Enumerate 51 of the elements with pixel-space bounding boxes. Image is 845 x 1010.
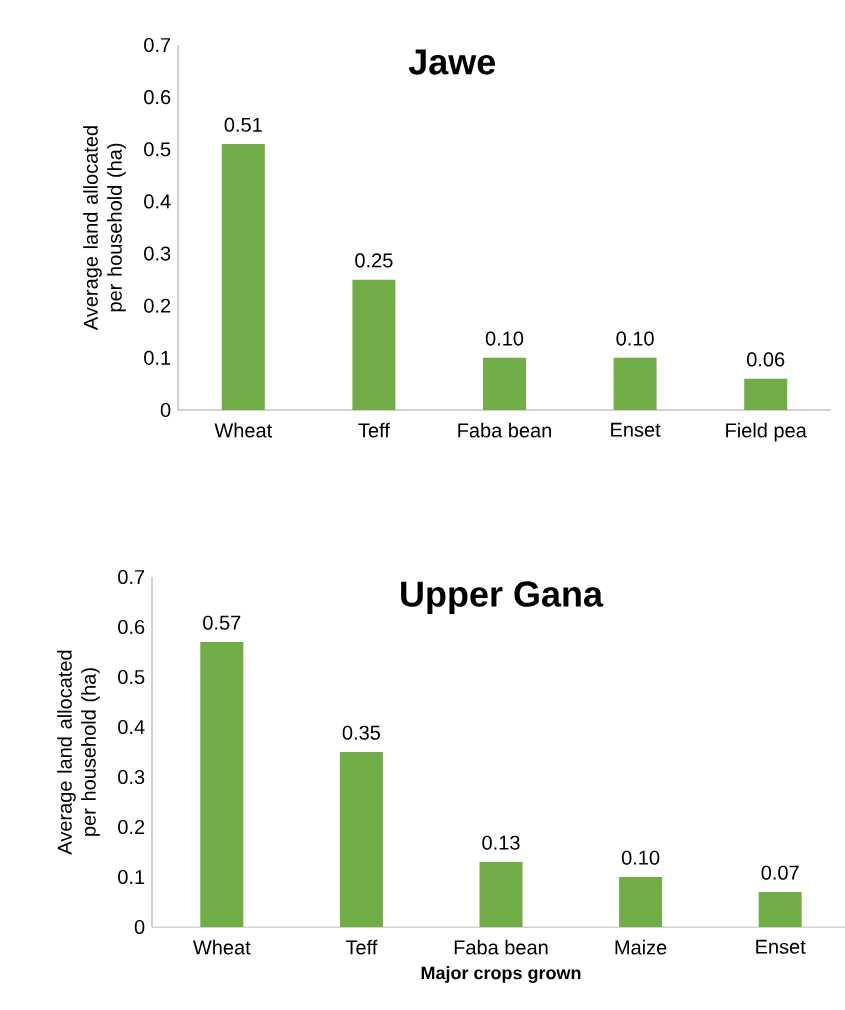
y-tick-label: 0.7 (144, 37, 171, 53)
y-tick-label: 0.2 (118, 819, 145, 835)
y-tick-label: 0.2 (144, 298, 171, 313)
y-tick-label: 0.7 (118, 569, 145, 585)
y-tick-label: 0.4 (118, 719, 145, 735)
data-label: 0.57 (203, 615, 241, 630)
y-tick-label: 0.6 (144, 90, 171, 105)
y-tick-label: 0 (134, 919, 145, 935)
bar (619, 877, 663, 927)
bar (221, 144, 265, 410)
y-axis-title: Average land allocated per household (ha) (57, 650, 100, 855)
bar (613, 357, 657, 410)
data-label: 0.10 (616, 331, 654, 346)
data-label: 0.07 (761, 865, 799, 880)
x-tick-label: Enset (611, 422, 661, 437)
x-tick-label: Teff (358, 422, 390, 438)
data-label: 0.25 (355, 253, 393, 268)
data-label: 0.06 (747, 352, 785, 367)
chart-title: Jawe (408, 49, 496, 75)
y-tick-label: 0.3 (144, 246, 171, 261)
y-tick-label: 0.1 (144, 350, 171, 365)
bar (483, 357, 526, 410)
x-tick-label: Faba bean (458, 422, 551, 438)
bar (479, 861, 523, 927)
y-tick-label: 0.5 (144, 142, 171, 157)
bar (200, 642, 244, 927)
x-axis-title: Major crops grown (421, 966, 581, 983)
x-tick-label: Maize (615, 939, 667, 955)
data-label: 0.51 (224, 117, 262, 132)
y-tick-label: 0.3 (118, 769, 145, 785)
y-tick-label: 0 (160, 402, 171, 418)
bar (758, 892, 802, 927)
x-tick-label: Wheat (214, 422, 273, 438)
bar (744, 378, 788, 410)
bar (339, 752, 383, 927)
x-tick-label: Faba bean (454, 939, 548, 955)
x-tick-label: Enset (756, 939, 806, 954)
data-label: 0.10 (621, 850, 660, 865)
bar (352, 279, 396, 410)
x-tick-label: Field pea (726, 422, 807, 442)
y-axis-title: Average land allocated per household (ha) (83, 126, 126, 331)
y-tick-label: 0.1 (118, 869, 145, 885)
x-tick-label: Wheat (192, 939, 251, 955)
y-tick-label: 0.5 (118, 669, 145, 685)
y-tick-label: 0.4 (144, 194, 171, 209)
y-tick-label: 0.6 (118, 619, 145, 635)
data-label: 0.10 (485, 331, 524, 346)
chart-title: Upper Gana (401, 581, 604, 614)
data-label: 0.35 (342, 725, 381, 740)
data-label: 0.13 (482, 835, 520, 850)
x-tick-label: Teff (345, 939, 378, 955)
